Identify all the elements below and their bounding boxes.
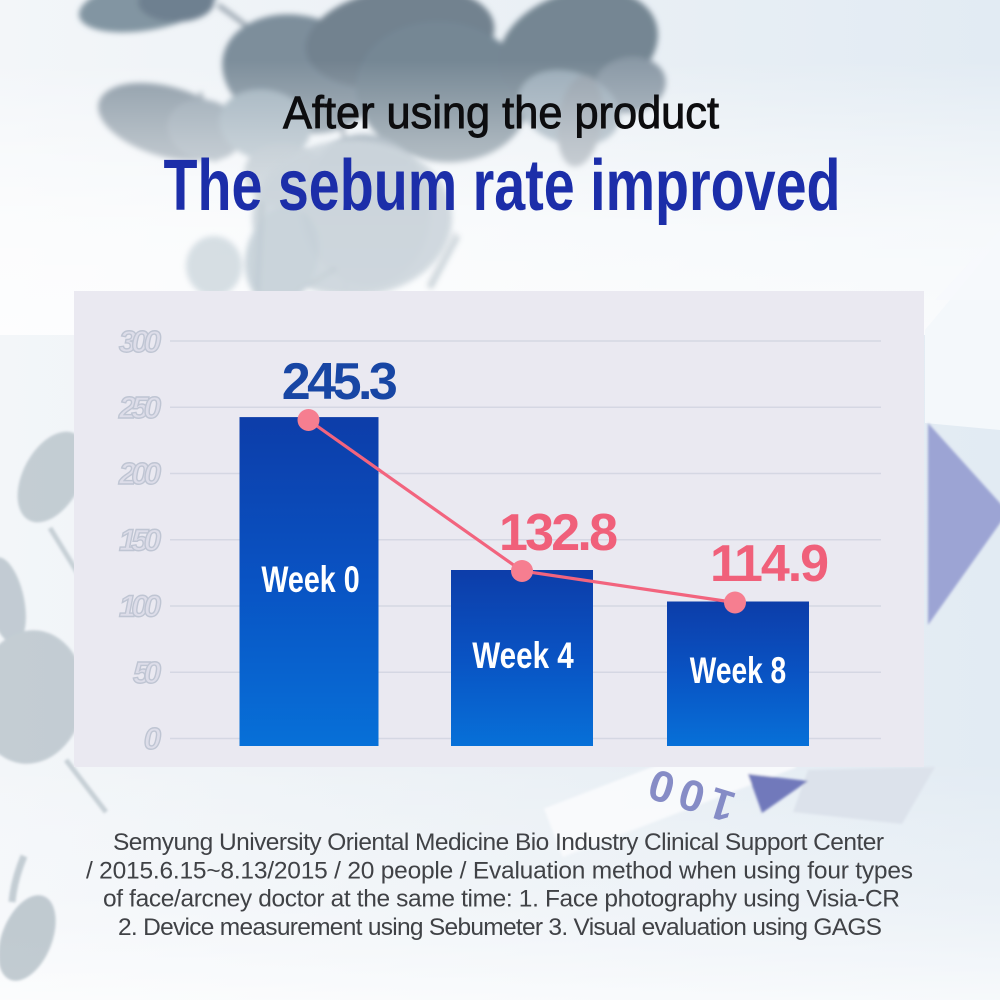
svg-text:200: 200 xyxy=(118,456,161,491)
svg-text:114.9: 114.9 xyxy=(710,535,829,593)
svg-text:100: 100 xyxy=(119,589,161,624)
svg-text:0: 0 xyxy=(144,721,161,756)
svg-text:50: 50 xyxy=(133,655,161,690)
svg-text:/ 2015.6.15~8.13/2015 / 20 peo: / 2015.6.15~8.13/2015 / 20 people / Eval… xyxy=(86,858,913,885)
svg-text:132.8: 132.8 xyxy=(499,504,618,562)
svg-text:245.3: 245.3 xyxy=(282,353,398,411)
svg-text:Week 4: Week 4 xyxy=(472,636,574,677)
svg-text:300: 300 xyxy=(119,324,161,359)
svg-text:Semyung University Oriental Me: Semyung University Oriental Medicine Bio… xyxy=(113,829,884,856)
svg-text:Week 0: Week 0 xyxy=(261,560,359,601)
svg-text:2. Device measurement using Se: 2. Device measurement using Sebumeter 3.… xyxy=(118,914,882,941)
svg-text:150: 150 xyxy=(119,523,161,558)
svg-text:The sebum rate improved: The sebum rate improved xyxy=(164,146,841,226)
svg-text:250: 250 xyxy=(118,390,161,425)
svg-text:of face/arcney doctor at the s: of face/arcney doctor at the same time: … xyxy=(103,885,900,912)
svg-text:After using the product: After using the product xyxy=(283,87,719,138)
svg-text:Week 8: Week 8 xyxy=(690,649,786,691)
